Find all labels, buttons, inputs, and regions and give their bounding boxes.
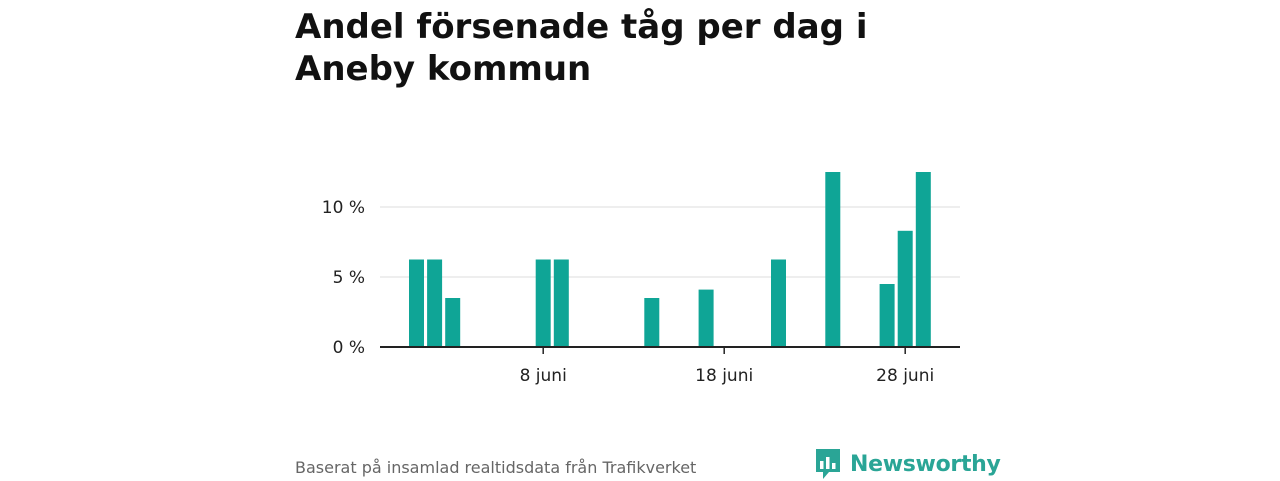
bar (897, 230, 913, 347)
bar (825, 172, 841, 347)
x-tick-label: 28 juni (876, 366, 934, 386)
bar (553, 259, 569, 347)
grid-lines (380, 206, 960, 278)
x-tick-label: 18 juni (695, 366, 753, 386)
x-tick-label: 8 juni (520, 366, 567, 386)
y-tick-label: 5 % (333, 268, 365, 288)
x-axis-ticks: 8 juni 18 juni 28 juni (520, 347, 934, 386)
bar (409, 259, 424, 347)
newsworthy-logo-icon (816, 449, 840, 479)
bar (445, 298, 461, 347)
bars (409, 172, 931, 347)
brand-name: Newsworthy (850, 451, 1001, 477)
bar (427, 259, 443, 347)
y-tick-label: 0 % (333, 338, 365, 358)
bar (915, 172, 931, 347)
newsworthy-logo[interactable]: Newsworthy (814, 447, 1001, 481)
bar (771, 259, 786, 347)
chart-title: Andel försenade tåg per dag i Aneby komm… (295, 7, 868, 89)
y-axis-ticks: 0 % 5 % 10 % (322, 198, 365, 358)
bar (644, 298, 660, 347)
bar (698, 289, 714, 347)
source-note: Baserat på insamlad realtidsdata från Tr… (295, 458, 697, 477)
bar (535, 259, 551, 347)
bar (879, 284, 895, 347)
y-tick-label: 10 % (322, 198, 365, 218)
